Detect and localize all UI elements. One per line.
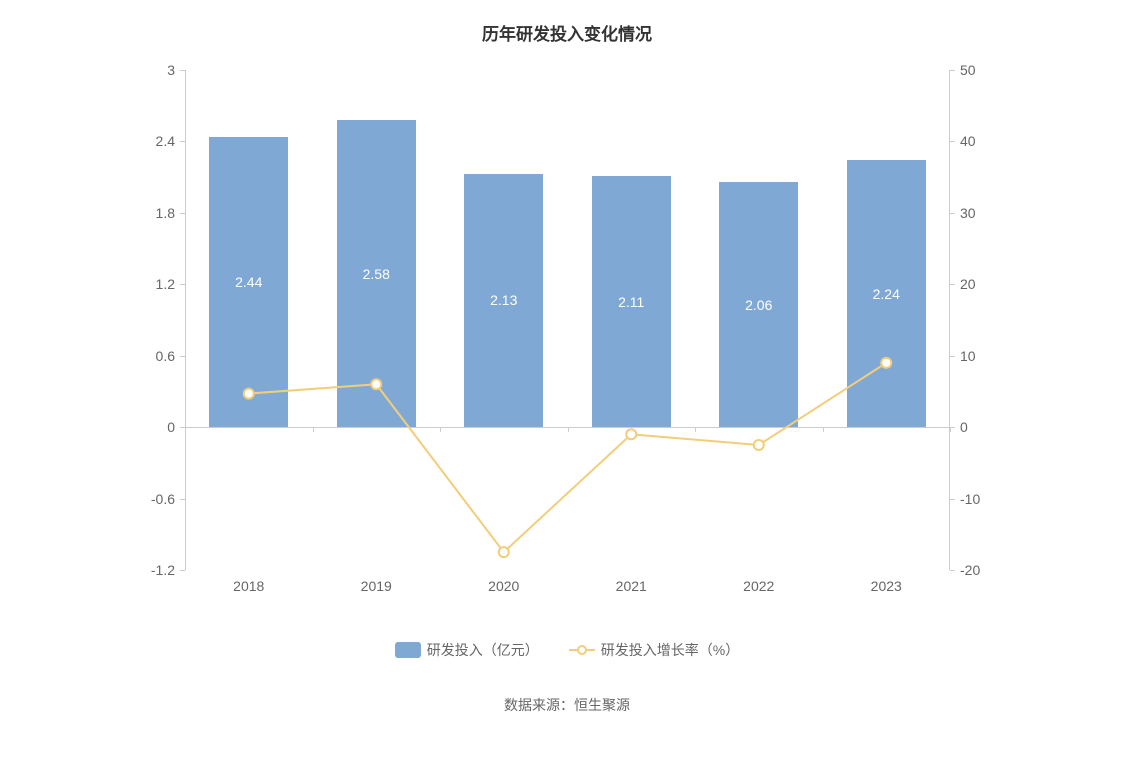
left-axis-label: -1.2 bbox=[151, 562, 185, 578]
left-axis-label: 0 bbox=[167, 419, 185, 435]
legend-bar-swatch bbox=[395, 642, 421, 658]
bar-value-label: 2.58 bbox=[337, 266, 416, 282]
right-axis-label: 0 bbox=[950, 419, 968, 435]
legend-line-swatch bbox=[569, 649, 595, 651]
bar: 2.44 bbox=[209, 137, 288, 427]
x-axis-label: 2022 bbox=[743, 570, 774, 594]
right-axis-label: 50 bbox=[950, 62, 976, 78]
x-axis-tick bbox=[185, 427, 186, 432]
x-axis-label: 2023 bbox=[871, 570, 902, 594]
bar: 2.13 bbox=[464, 174, 543, 428]
x-axis-label: 2020 bbox=[488, 570, 519, 594]
left-axis-label: 2.4 bbox=[156, 133, 185, 149]
line-marker-icon bbox=[754, 440, 764, 450]
chart-title: 历年研发投入变化情况 bbox=[0, 0, 1134, 45]
right-axis-label: 10 bbox=[950, 348, 976, 364]
legend-item-line: 研发投入增长率（%） bbox=[569, 640, 739, 660]
x-axis-label: 2018 bbox=[233, 570, 264, 594]
bar: 2.11 bbox=[592, 176, 671, 427]
legend-label: 研发投入（亿元） bbox=[427, 640, 539, 660]
bar-value-label: 2.24 bbox=[847, 286, 926, 302]
left-axis-line bbox=[185, 70, 186, 570]
left-axis-label: -0.6 bbox=[151, 491, 185, 507]
bar: 2.06 bbox=[719, 182, 798, 427]
bar: 2.24 bbox=[847, 160, 926, 427]
bar-value-label: 2.13 bbox=[464, 292, 543, 308]
right-axis-label: 40 bbox=[950, 133, 976, 149]
bar: 2.58 bbox=[337, 120, 416, 427]
left-axis-label: 0.6 bbox=[156, 348, 185, 364]
left-axis-label: 1.2 bbox=[156, 276, 185, 292]
legend-label: 研发投入增长率（%） bbox=[601, 640, 739, 660]
right-axis-label: 20 bbox=[950, 276, 976, 292]
line-marker-icon bbox=[499, 547, 509, 557]
x-axis-tick bbox=[823, 427, 824, 432]
legend-line-marker-icon bbox=[577, 645, 587, 655]
x-axis-tick bbox=[695, 427, 696, 432]
left-axis-label: 3 bbox=[167, 62, 185, 78]
bar-value-label: 2.44 bbox=[209, 274, 288, 290]
x-axis-tick bbox=[313, 427, 314, 432]
chart-plot-area: -1.2-0.600.61.21.82.43-20-10010203040502… bbox=[185, 70, 950, 570]
right-axis-label: -20 bbox=[950, 562, 980, 578]
data-source: 数据来源：恒生聚源 bbox=[0, 695, 1134, 715]
bar-value-label: 2.06 bbox=[719, 297, 798, 313]
line-series bbox=[185, 70, 950, 570]
x-axis-tick bbox=[568, 427, 569, 432]
legend-item-bar: 研发投入（亿元） bbox=[395, 640, 539, 660]
x-axis-tick bbox=[950, 427, 951, 432]
left-axis-label: 1.8 bbox=[156, 205, 185, 221]
line-marker-icon bbox=[626, 429, 636, 439]
right-axis-label: 30 bbox=[950, 205, 976, 221]
x-axis-tick bbox=[440, 427, 441, 432]
legend: 研发投入（亿元） 研发投入增长率（%） bbox=[0, 640, 1134, 660]
x-axis-label: 2019 bbox=[361, 570, 392, 594]
bar-value-label: 2.11 bbox=[592, 294, 671, 310]
x-axis-label: 2021 bbox=[616, 570, 647, 594]
right-axis-label: -10 bbox=[950, 491, 980, 507]
